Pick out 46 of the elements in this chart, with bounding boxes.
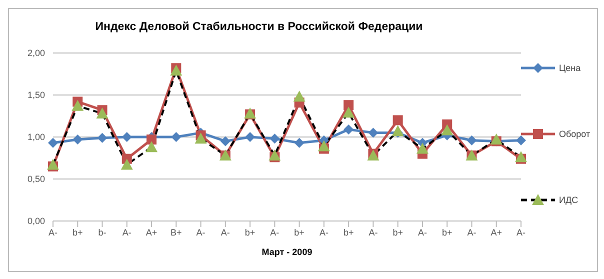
- y-tick-label: 2,00: [27, 48, 45, 58]
- point: [97, 132, 108, 143]
- y-tick-label: 0,00: [27, 216, 45, 226]
- x-tick-label: A-: [319, 227, 328, 238]
- x-axis-title: Март - 2009: [262, 247, 312, 257]
- point: [220, 136, 230, 146]
- x-tick-label: b+: [72, 227, 83, 238]
- y-tick-label: 1,50: [27, 90, 45, 100]
- x-tick-label: b-: [98, 227, 106, 238]
- x-tick-label: A-: [270, 227, 280, 238]
- x-tick-label: A-: [122, 227, 132, 238]
- x-tick-label: A-: [418, 227, 427, 238]
- y-tick-label: 0,50: [27, 174, 45, 184]
- x-tick-label: A-: [516, 227, 526, 238]
- point: [146, 134, 157, 145]
- x-tick-label: A-: [196, 227, 206, 238]
- x-tick-label: A-: [48, 227, 58, 238]
- point: [516, 135, 526, 146]
- x-tick-label: B+: [170, 227, 182, 238]
- x-tick-label: b+: [343, 227, 354, 238]
- x-tick-label: A+: [490, 227, 502, 238]
- x-tick-label: A-: [368, 227, 378, 238]
- point: [392, 115, 403, 126]
- point: [368, 128, 378, 138]
- x-tick-label: b+: [392, 227, 403, 238]
- legend-label: ИДС: [559, 195, 578, 205]
- x-tick-label: A+: [146, 227, 158, 238]
- point: [294, 138, 304, 148]
- point: [245, 132, 256, 142]
- x-tick-label: b+: [294, 227, 304, 238]
- legend-label: Оборот: [559, 129, 590, 139]
- x-tick-label: A-: [467, 227, 476, 238]
- y-tick-label: 1,00: [27, 132, 45, 142]
- point: [466, 135, 477, 146]
- point: [122, 132, 132, 142]
- point: [72, 134, 83, 145]
- chart-title: Индекс Деловой Стабильности в Российской Федерации: [94, 21, 424, 33]
- point: [171, 132, 182, 142]
- point: [48, 138, 58, 148]
- point: [270, 134, 280, 144]
- x-tick-label: b+: [442, 227, 452, 238]
- x-tick-label: A-: [220, 227, 230, 238]
- legend-label: Цена: [559, 63, 581, 73]
- point: [344, 124, 354, 134]
- point: [344, 100, 354, 110]
- x-tick-label: b+: [244, 227, 256, 238]
